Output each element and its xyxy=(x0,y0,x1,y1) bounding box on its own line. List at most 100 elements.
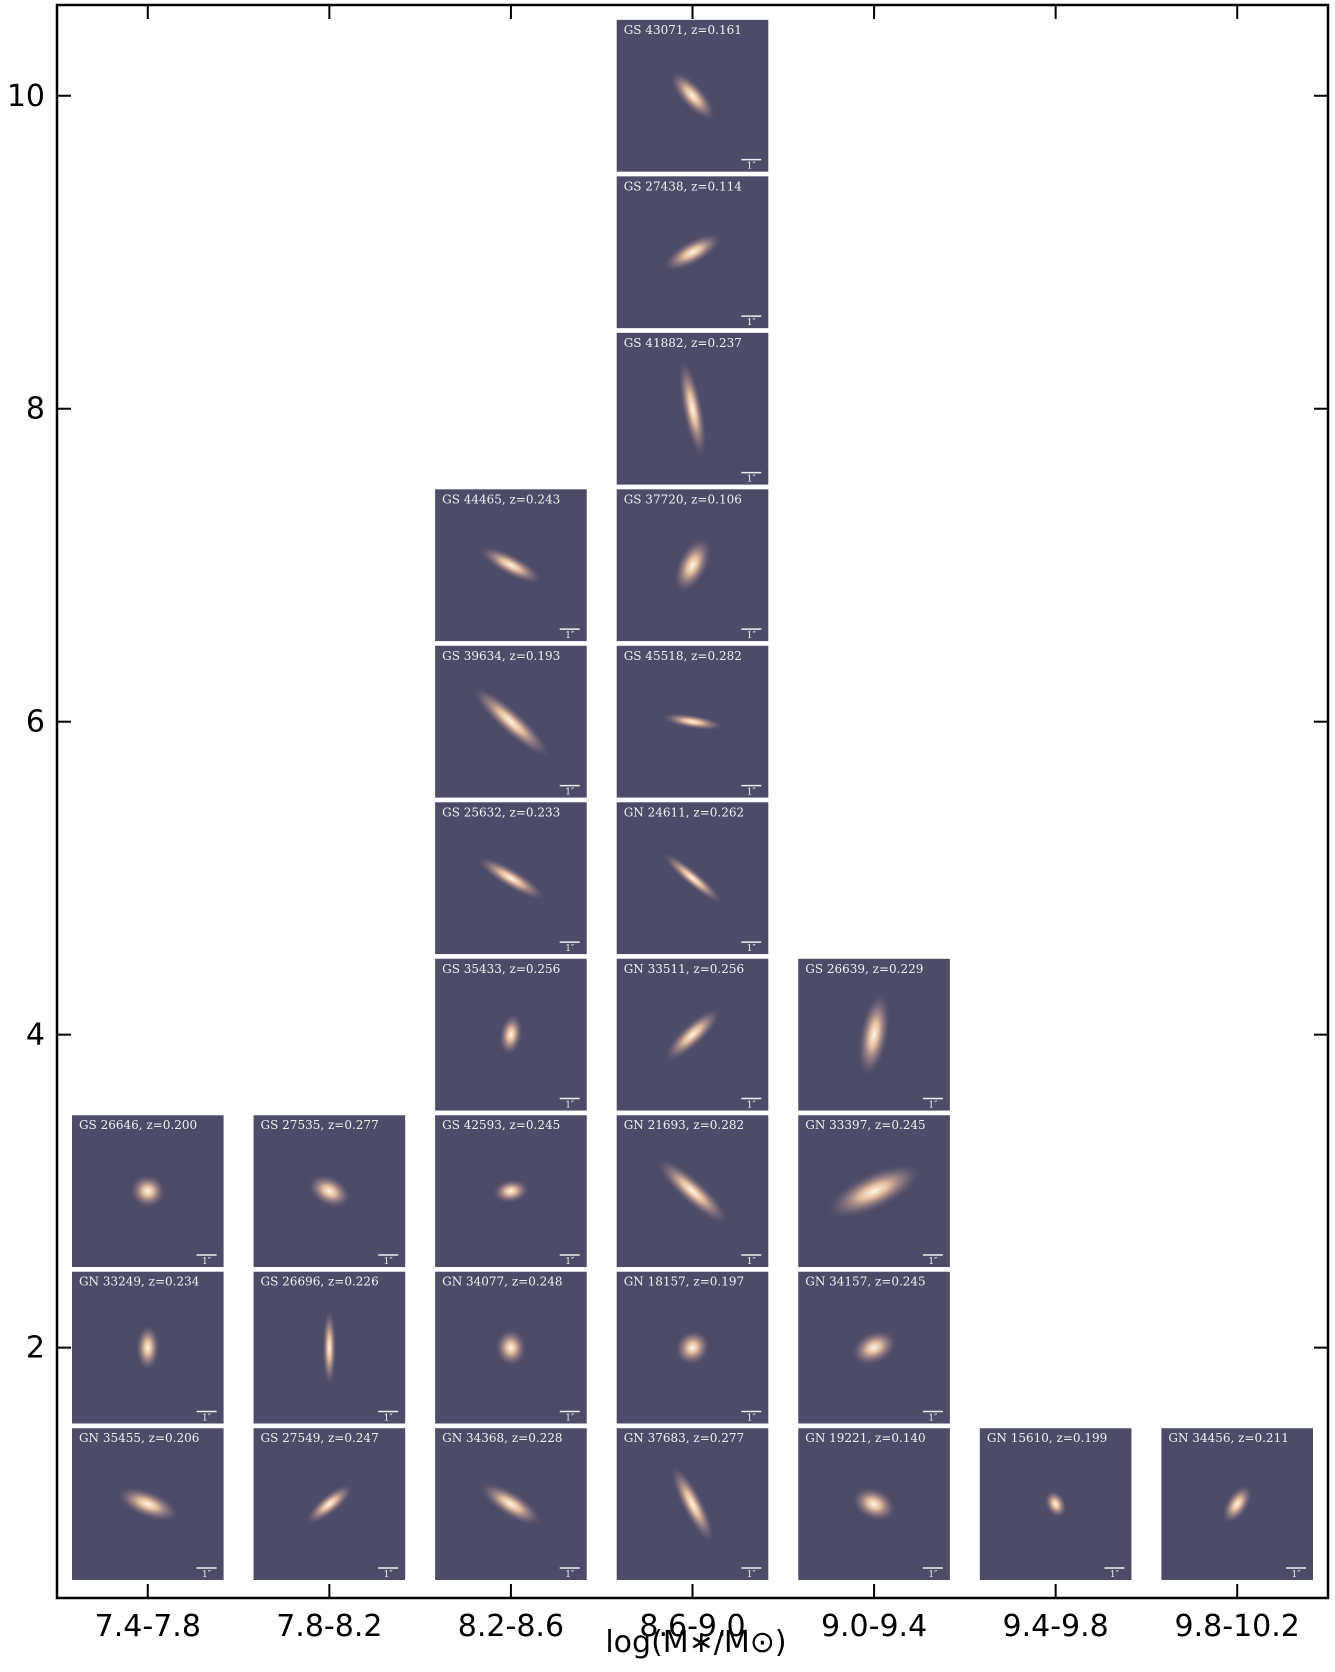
scale-label: 1″ xyxy=(384,1414,394,1424)
x-tick-label: 8.2-8.6 xyxy=(458,1609,564,1644)
scale-label: 1″ xyxy=(747,631,757,641)
tile-label: GN 34368, z=0.228 xyxy=(442,1431,562,1445)
galaxy-tile: GS 41882, z=0.237 1″ xyxy=(616,332,769,485)
galaxy-tile: GN 34077, z=0.248 1″ xyxy=(435,1271,587,1424)
galaxy-image xyxy=(1044,1489,1068,1519)
y-tick-label: 4 xyxy=(26,1018,45,1053)
tile-label: GN 33511, z=0.256 xyxy=(624,962,744,976)
tile-label: GN 37683, z=0.277 xyxy=(624,1431,744,1445)
scale-label: 1″ xyxy=(747,1101,757,1111)
tile-label: GN 33249, z=0.234 xyxy=(79,1275,200,1289)
galaxy-image xyxy=(479,1481,543,1527)
galaxy-image xyxy=(850,1329,898,1367)
scale-label: 1″ xyxy=(747,318,757,328)
galaxy-tile: GS 44465, z=0.243 1″ xyxy=(435,489,587,642)
scale-label: 1″ xyxy=(747,944,757,954)
galaxy-tile: GS 35433, z=0.256 1″ xyxy=(435,958,587,1111)
x-tick-label: 9.0-9.4 xyxy=(821,1609,927,1644)
galaxy-tile: GS 43071, z=0.161 1″ xyxy=(616,19,769,172)
scale-label: 1″ xyxy=(1291,1570,1301,1580)
galaxy-tile: GN 19221, z=0.140 1″ xyxy=(798,1428,950,1581)
scale-label: 1″ xyxy=(202,1414,212,1424)
galaxy-tile: GS 27535, z=0.277 1″ xyxy=(253,1115,406,1268)
tile-label: GS 41882, z=0.237 xyxy=(624,336,742,350)
tile-label: GS 27438, z=0.114 xyxy=(624,179,743,193)
tile-label: GN 33397, z=0.245 xyxy=(805,1118,925,1132)
galaxy-image xyxy=(663,1007,722,1063)
tile-label: GN 21693, z=0.282 xyxy=(624,1118,744,1132)
tile-label: GS 27535, z=0.277 xyxy=(261,1118,379,1132)
scale-label: 1″ xyxy=(747,1257,757,1267)
galaxy-tile: GS 37720, z=0.106 1″ xyxy=(616,489,769,642)
galaxy-image xyxy=(661,851,724,905)
galaxy-tile: GS 26696, z=0.226 1″ xyxy=(253,1271,406,1424)
tile-label: GN 24611, z=0.262 xyxy=(624,805,744,819)
scale-label: 1″ xyxy=(565,788,575,798)
galaxy-tile: GS 42593, z=0.245 1″ xyxy=(435,1115,587,1268)
y-tick-label: 2 xyxy=(26,1331,45,1366)
galaxy-image xyxy=(673,536,712,594)
galaxy-image xyxy=(129,1173,167,1209)
tile-label: GN 35455, z=0.206 xyxy=(79,1431,199,1445)
tile-label: GS 39634, z=0.193 xyxy=(442,649,560,663)
tile-label: GS 26696, z=0.226 xyxy=(261,1275,379,1289)
galaxy-image xyxy=(654,1156,731,1226)
scale-label: 1″ xyxy=(565,1257,575,1267)
scale-label: 1″ xyxy=(565,631,575,641)
galaxy-image xyxy=(1221,1484,1253,1525)
galaxy-image xyxy=(475,855,547,901)
galaxy-image xyxy=(498,1013,524,1057)
galaxy-tile: GN 21693, z=0.282 1″ xyxy=(616,1115,769,1268)
tile-label: GS 37720, z=0.106 xyxy=(624,492,742,506)
scale-label: 1″ xyxy=(747,1414,757,1424)
galaxy-image xyxy=(825,1162,923,1220)
galaxy-image xyxy=(669,1463,716,1545)
galaxy-image xyxy=(674,1329,711,1366)
y-tick-label: 6 xyxy=(26,705,45,740)
tile-label: GN 34077, z=0.248 xyxy=(442,1275,562,1289)
galaxy-image xyxy=(478,545,544,585)
tile-label: GS 35433, z=0.256 xyxy=(442,962,560,976)
tile-label: GN 15610, z=0.199 xyxy=(987,1431,1107,1445)
tile-label: GS 27549, z=0.247 xyxy=(261,1431,379,1445)
tile-label: GS 43071, z=0.161 xyxy=(624,23,742,37)
galaxy-tile: GS 39634, z=0.193 1″ xyxy=(435,645,587,798)
galaxy-tile: GN 33397, z=0.245 1″ xyxy=(798,1115,950,1268)
plot-frame xyxy=(55,3,1330,1600)
galaxy-tile: GN 33249, z=0.234 1″ xyxy=(71,1271,224,1424)
galaxy-image xyxy=(116,1486,180,1522)
galaxy-tile: GN 35455, z=0.206 1″ xyxy=(71,1428,224,1581)
y-tick-label: 10 xyxy=(7,79,45,114)
galaxy-image xyxy=(307,1173,352,1209)
galaxy-image xyxy=(662,232,723,272)
tile-label: GN 19221, z=0.140 xyxy=(805,1431,925,1445)
galaxy-image xyxy=(492,1178,530,1204)
galaxy-tile: GN 34368, z=0.228 1″ xyxy=(435,1428,587,1581)
scale-label: 1″ xyxy=(1110,1570,1120,1580)
y-tick-label: 8 xyxy=(26,392,45,427)
galaxy-tile: GN 18157, z=0.197 1″ xyxy=(616,1271,769,1424)
scale-label: 1″ xyxy=(565,1414,575,1424)
tile-label: GS 25632, z=0.233 xyxy=(442,805,560,819)
galaxy-tile: GN 34456, z=0.211 1″ xyxy=(1161,1428,1314,1581)
galaxy-tile: GN 15610, z=0.199 1″ xyxy=(979,1428,1132,1581)
tile-label: GS 44465, z=0.243 xyxy=(442,492,560,506)
scale-label: 1″ xyxy=(565,1570,575,1580)
galaxy-tile: GN 37683, z=0.277 1″ xyxy=(616,1428,769,1581)
galaxy-tile: GN 24611, z=0.262 1″ xyxy=(616,802,769,955)
scale-label: 1″ xyxy=(928,1101,938,1111)
scale-label: 1″ xyxy=(565,1101,575,1111)
galaxy-tile: GS 26639, z=0.229 1″ xyxy=(798,958,950,1111)
galaxy-image xyxy=(322,1307,337,1388)
tile-label: GN 18157, z=0.197 xyxy=(624,1275,744,1289)
scale-label: 1″ xyxy=(928,1570,938,1580)
scale-label: 1″ xyxy=(565,944,575,954)
scale-label: 1″ xyxy=(747,1570,757,1580)
scale-label: 1″ xyxy=(384,1257,394,1267)
galaxy-image xyxy=(304,1483,354,1525)
x-tick-label: 7.8-8.2 xyxy=(276,1609,382,1644)
x-axis-label: log(M∗/M⊙) xyxy=(605,1625,786,1660)
x-tick-label: 9.8-10.2 xyxy=(1175,1609,1300,1644)
galaxy-image xyxy=(669,70,716,121)
